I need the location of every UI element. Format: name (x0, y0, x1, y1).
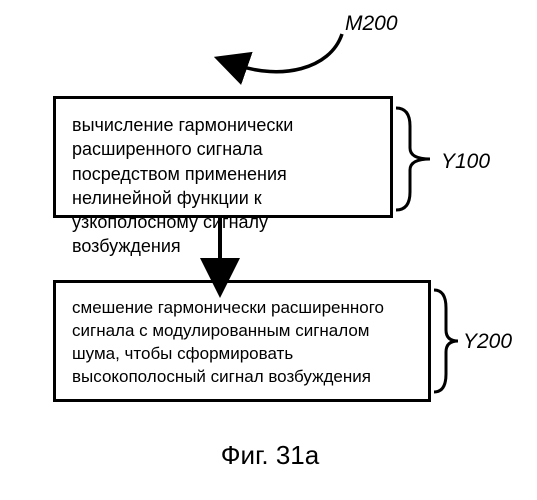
brace-y100-icon (396, 108, 430, 210)
box-y200-text: смешение гармонически расширенного сигна… (72, 297, 412, 389)
flowchart-box-y200: смешение гармонически расширенного сигна… (53, 280, 431, 402)
box-y100-text: вычисление гармонически расширенного сиг… (72, 113, 374, 259)
figure-caption: Фиг. 31a (175, 440, 365, 471)
flowchart-box-y100: вычисление гармонически расширенного сиг… (53, 96, 393, 218)
box-label-y200: Y200 (463, 330, 512, 354)
brace-y200-icon (434, 290, 458, 392)
top-arrow-icon (237, 34, 342, 72)
box-label-y100: Y100 (441, 150, 490, 174)
top-label-m200: M200 (345, 12, 398, 36)
